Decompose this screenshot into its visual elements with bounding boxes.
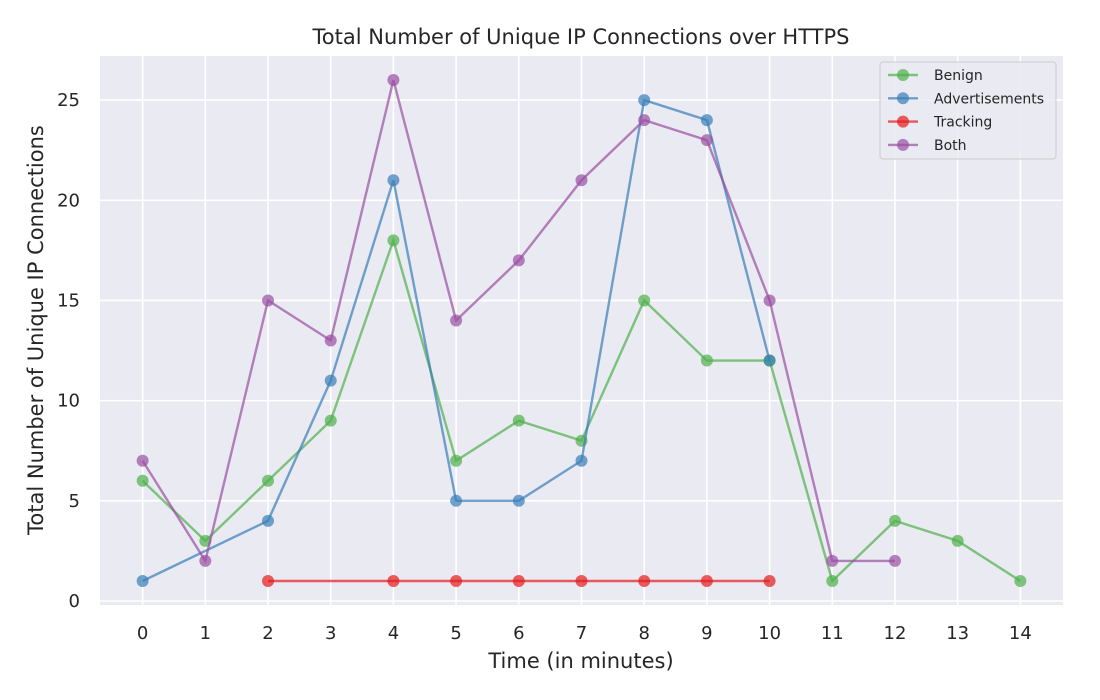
- data-point: [763, 574, 776, 587]
- data-point: [700, 114, 713, 127]
- data-point: [387, 74, 400, 87]
- data-point: [450, 314, 463, 327]
- data-point: [387, 174, 400, 187]
- legend-label: Benign: [934, 68, 983, 84]
- data-point: [450, 454, 463, 467]
- legend-item: Advertisements: [888, 91, 1044, 107]
- y-tick-label: 25: [57, 90, 80, 111]
- x-tick-label: 10: [758, 623, 781, 644]
- x-tick-label: 13: [946, 623, 969, 644]
- x-tick-label: 8: [638, 623, 649, 644]
- data-point: [888, 554, 901, 567]
- y-axis-label: Total Number of Unique IP Connections: [24, 125, 48, 536]
- legend-swatch-marker: [897, 69, 909, 81]
- x-tick-label: 6: [513, 623, 524, 644]
- x-tick-label: 3: [325, 623, 336, 644]
- data-point: [763, 294, 776, 307]
- data-point: [638, 294, 651, 307]
- data-point: [324, 334, 337, 347]
- legend-swatch-marker: [897, 138, 909, 151]
- legend-label: Advertisements: [934, 91, 1044, 107]
- x-axis-label: Time (in minutes): [487, 649, 673, 673]
- data-point: [575, 574, 588, 587]
- data-point: [638, 114, 651, 127]
- y-tick-label: 10: [57, 391, 80, 412]
- y-tick-label: 15: [57, 290, 80, 311]
- x-tick-label: 1: [200, 623, 211, 644]
- data-point: [638, 574, 651, 587]
- data-point: [763, 354, 776, 367]
- data-point: [951, 534, 964, 547]
- x-tick-label: 11: [821, 623, 844, 644]
- data-point: [1014, 574, 1027, 587]
- x-tick-label: 2: [262, 623, 273, 644]
- series-both: [136, 74, 901, 567]
- legend-label: Tracking: [933, 115, 992, 131]
- series-tracking: [262, 574, 776, 587]
- data-point: [324, 374, 337, 387]
- data-point: [826, 554, 839, 567]
- data-point: [136, 474, 149, 487]
- data-point: [136, 454, 149, 467]
- data-point: [262, 474, 275, 487]
- data-point: [262, 574, 275, 587]
- x-tick-label: 5: [450, 623, 461, 644]
- data-point: [262, 514, 275, 527]
- data-point: [450, 574, 463, 587]
- data-point: [575, 454, 588, 467]
- series-advertisements: [136, 94, 776, 587]
- data-point: [700, 354, 713, 367]
- data-point: [387, 574, 400, 587]
- legend-swatch-marker: [897, 92, 909, 105]
- x-tick-label: 0: [137, 623, 148, 644]
- data-point: [638, 94, 651, 107]
- data-point: [262, 294, 275, 307]
- data-point: [575, 174, 588, 187]
- data-point: [387, 234, 400, 247]
- legend-item: Tracking: [888, 115, 992, 131]
- data-point: [826, 574, 839, 587]
- grid-lines: [100, 56, 1063, 605]
- legend-label: Both: [934, 138, 967, 154]
- data-point: [136, 574, 149, 587]
- x-tick-label: 7: [576, 623, 587, 644]
- legend-swatch-marker: [897, 115, 909, 128]
- legend-item: Both: [888, 138, 967, 154]
- data-point: [512, 254, 525, 267]
- data-point: [199, 554, 212, 567]
- chart-title: Total Number of Unique IP Connections ov…: [312, 25, 850, 49]
- legend-box: [879, 61, 1057, 160]
- data-point: [888, 514, 901, 527]
- legend: Benign Advertisements Tracking Both: [879, 61, 1057, 160]
- data-point: [324, 414, 337, 427]
- y-tick-label: 20: [57, 190, 80, 211]
- y-tick-label: 0: [69, 591, 80, 612]
- x-tick-label: 9: [701, 623, 712, 644]
- x-tick-label: 4: [388, 623, 399, 644]
- data-point: [512, 414, 525, 427]
- data-point: [450, 494, 463, 507]
- data-point: [512, 494, 525, 507]
- series-line: [142, 98, 771, 583]
- x-tick-label: 12: [884, 623, 907, 644]
- y-tick-label: 5: [69, 491, 80, 512]
- x-tick-label: 14: [1009, 623, 1032, 644]
- legend-item: Benign: [888, 68, 983, 84]
- series-benign: [136, 234, 1027, 587]
- data-point: [512, 574, 525, 587]
- data-point: [700, 574, 713, 587]
- data-point: [700, 134, 713, 147]
